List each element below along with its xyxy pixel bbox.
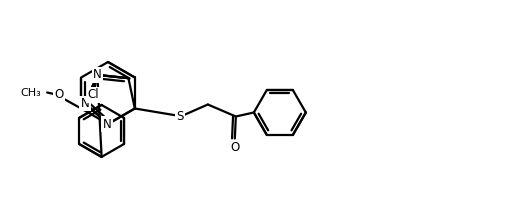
Text: N: N [93,68,102,81]
Text: N: N [81,97,89,110]
Text: Cl: Cl [88,88,99,101]
Text: S: S [81,97,88,110]
Text: S: S [176,110,184,123]
Text: O: O [55,88,64,101]
Text: N: N [102,118,111,131]
Text: CH₃: CH₃ [20,88,41,98]
Text: O: O [230,141,240,154]
